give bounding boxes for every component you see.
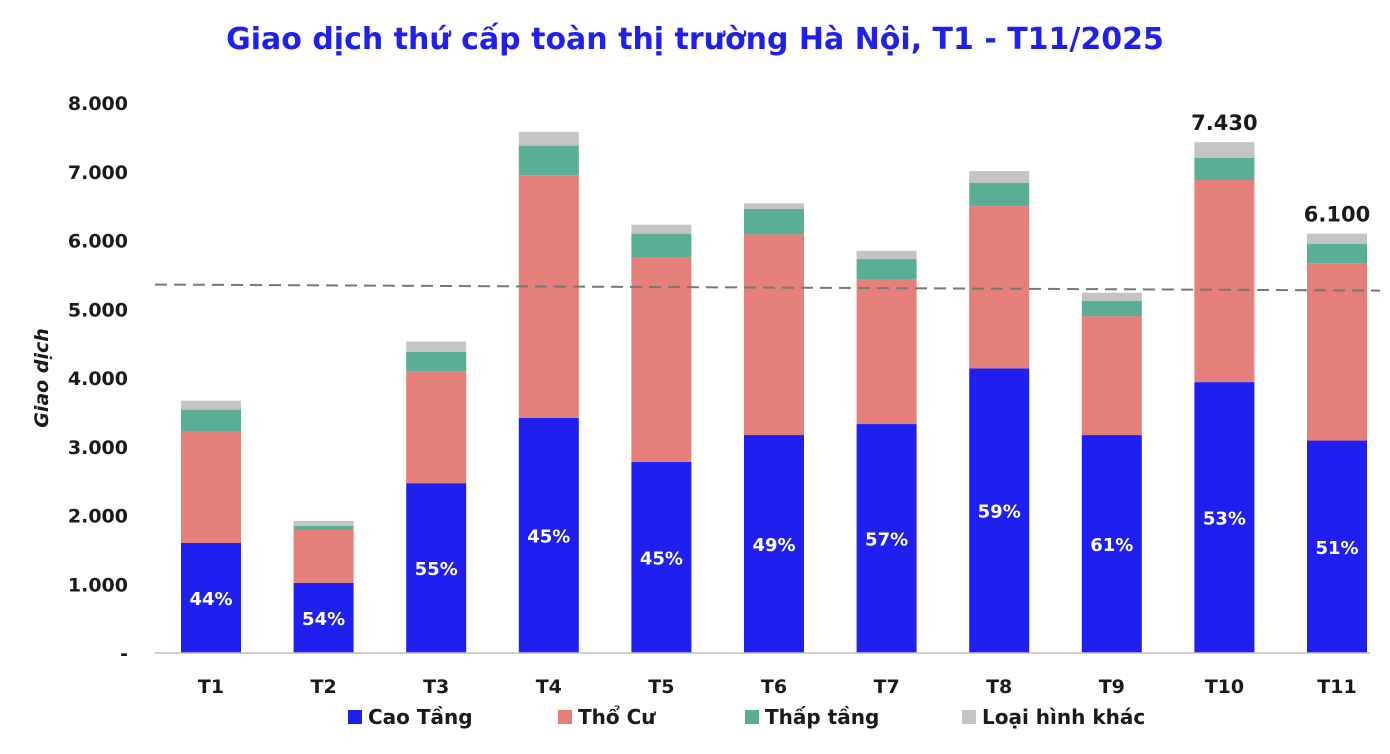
reference-dashed-line	[154, 283, 1381, 292]
bar-segment-cao-tầng	[631, 461, 692, 653]
x-tick-label: T1	[198, 676, 224, 698]
y-tick-label: 5.000	[68, 299, 128, 321]
bar-segment-loại-hình-khác	[518, 131, 579, 146]
bar-segment-thổ-cư	[518, 175, 579, 418]
bar-segment-thấp-tầng	[518, 145, 579, 176]
x-tick-label: T6	[761, 676, 787, 698]
bar-segment-cao-tầng	[1194, 382, 1255, 653]
percent-label: 45%	[527, 526, 570, 547]
percent-label: 44%	[189, 589, 232, 610]
bar-segment-thấp-tầng	[1307, 243, 1367, 264]
bar-segment-cao-tầng	[406, 483, 467, 653]
bar-segment-loại-hình-khác	[631, 224, 692, 234]
percent-label: 55%	[415, 559, 458, 580]
total-label: 7.430	[1191, 111, 1257, 135]
x-tick-label: T3	[423, 676, 449, 698]
bar-segment-loại-hình-khác	[856, 250, 917, 260]
total-label: 6.100	[1304, 203, 1370, 227]
y-tick-label: 4.000	[68, 368, 128, 390]
legend-label: Loại hình khác	[982, 705, 1145, 729]
percent-label: 61%	[1090, 535, 1133, 556]
bar-segment-thấp-tầng	[744, 208, 804, 235]
bar-segment-loại-hình-khác	[744, 203, 804, 209]
bar-segment-cao-tầng	[1081, 435, 1142, 653]
percent-label: 54%	[302, 609, 345, 630]
bar-segment-loại-hình-khác	[293, 521, 354, 526]
bar-segment-loại-hình-khác	[969, 171, 1030, 183]
bar-segment-thổ-cư	[744, 234, 804, 436]
chart-title: Giao dịch thứ cấp toàn thị trường Hà Nội…	[226, 22, 1164, 57]
bar-segment-thấp-tầng	[293, 525, 354, 530]
bar-segment-thổ-cư	[856, 279, 917, 425]
y-tick-label: 2.000	[68, 506, 128, 528]
bar-segment-cao-tầng	[518, 417, 579, 653]
bar-segment-cao-tầng	[856, 424, 917, 653]
x-tick-label: T7	[874, 676, 900, 698]
bar-segment-loại-hình-khác	[406, 341, 467, 352]
bar-segment-thổ-cư	[1081, 316, 1142, 436]
bar-segment-loại-hình-khác	[1081, 292, 1142, 301]
bar-segment-loại-hình-khác	[181, 400, 241, 410]
bar-segment-cao-tầng	[744, 435, 804, 653]
y-tick-label: 6.000	[68, 231, 128, 253]
y-axis-label: Giao dịch	[31, 328, 53, 428]
x-tick-label: T4	[536, 676, 562, 698]
percent-label: 49%	[752, 535, 795, 556]
x-tick-label: T10	[1205, 676, 1244, 698]
bar-segment-thấp-tầng	[181, 409, 241, 432]
bar-segment-cao-tầng	[969, 368, 1030, 653]
legend-swatch	[558, 710, 572, 724]
percent-label: 53%	[1203, 509, 1246, 530]
bar-segment-loại-hình-khác	[1307, 233, 1367, 244]
legend-label: Thổ Cư	[578, 705, 656, 729]
x-tick-label: T5	[648, 676, 674, 698]
bar-segment-thấp-tầng	[406, 351, 467, 372]
percent-label: 59%	[978, 502, 1021, 523]
bar-segment-thấp-tầng	[631, 233, 692, 257]
y-tick-label: 1.000	[68, 574, 128, 596]
legend-swatch	[745, 710, 759, 724]
legend-swatch	[348, 710, 362, 724]
bar-segment-thấp-tầng	[856, 259, 917, 280]
bar-segment-cao-tầng	[181, 543, 241, 653]
y-tick-label: 7.000	[68, 162, 128, 184]
percent-label: 45%	[640, 548, 683, 569]
y-tick-label: -	[120, 643, 128, 665]
bar-segment-thổ-cư	[1194, 180, 1255, 383]
x-tick-label: T2	[311, 676, 337, 698]
bar-segment-thổ-cư	[293, 529, 354, 583]
bar-segment-thấp-tầng	[1081, 301, 1142, 317]
bar-segment-thấp-tầng	[969, 182, 1030, 207]
bar-segment-thổ-cư	[181, 431, 241, 543]
y-tick-label: 3.000	[68, 437, 128, 459]
y-tick-label: 8.000	[68, 93, 128, 115]
bar-segment-loại-hình-khác	[1194, 142, 1255, 158]
bar-segment-thấp-tầng	[1194, 158, 1255, 180]
bar-segment-thổ-cư	[969, 206, 1030, 369]
legend-swatch	[962, 710, 976, 724]
bar-segment-cao-tầng	[1307, 440, 1367, 653]
percent-label: 57%	[865, 530, 908, 551]
legend-label: Cao Tầng	[368, 705, 473, 729]
x-tick-label: T9	[1099, 676, 1125, 698]
percent-label: 51%	[1315, 538, 1358, 559]
bar-segment-thổ-cư	[1307, 263, 1367, 441]
legend-label: Thấp tầng	[765, 705, 879, 729]
x-tick-label: T8	[986, 676, 1012, 698]
x-tick-label: T11	[1317, 676, 1356, 698]
bar-segment-thổ-cư	[406, 371, 467, 484]
bar-segment-thổ-cư	[631, 257, 692, 462]
bar-segment-cao-tầng	[293, 582, 354, 653]
